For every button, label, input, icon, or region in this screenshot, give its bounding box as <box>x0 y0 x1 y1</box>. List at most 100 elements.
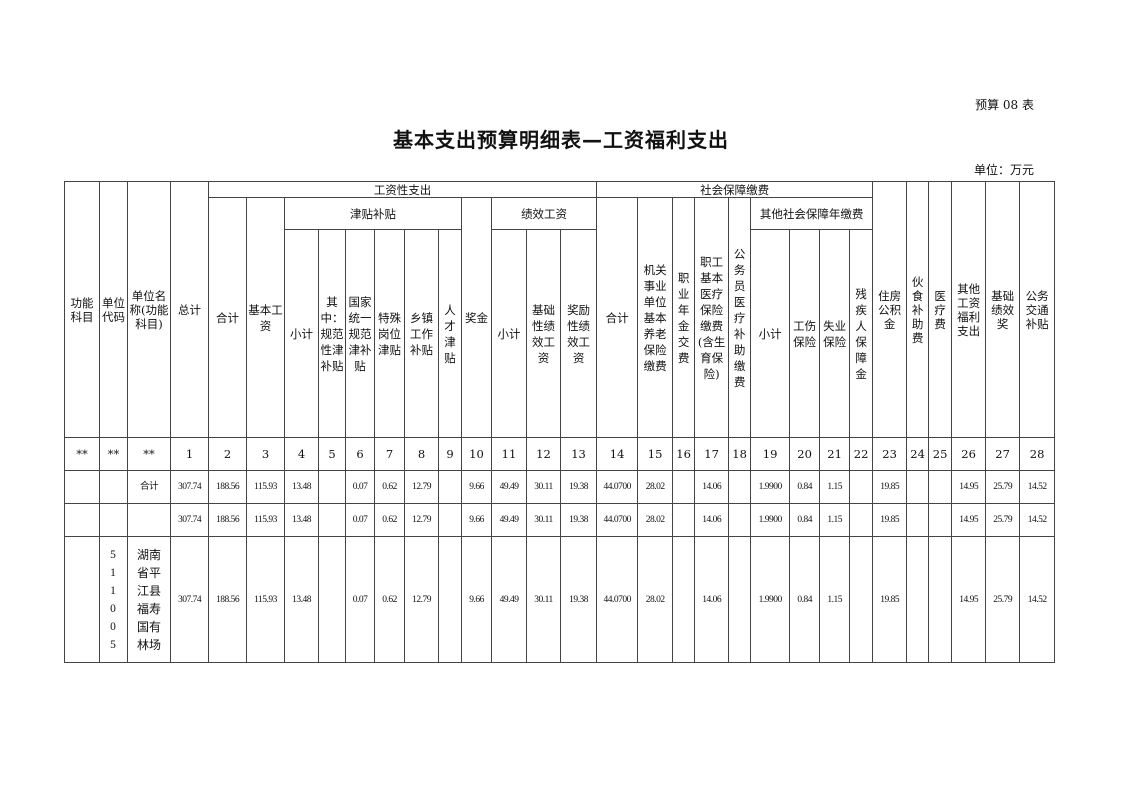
header-unemployment: 失业保险 <box>819 229 851 438</box>
column-number: 25 <box>928 437 953 471</box>
unit-name-cell <box>127 503 171 537</box>
header-wage-group: 工资性支出 <box>207 181 598 198</box>
column-number: 8 <box>404 437 439 471</box>
table-cell: 30.11 <box>526 470 561 504</box>
column-number: 6 <box>345 437 375 471</box>
header-other-welfare: 其他工资福利支出 <box>951 181 987 438</box>
header-meal: 伙食补助费 <box>906 181 930 438</box>
table-cell: 1.15 <box>819 470 851 504</box>
header-total: 总计 <box>170 181 209 438</box>
header-basic-wage: 基本工资 <box>246 197 285 438</box>
table-cell <box>64 470 100 504</box>
table-row: 511005 湖南省平江县福寿国有林场 307.74 188.56 115.93 13.4… <box>64 536 1056 663</box>
table-cell: 49.49 <box>491 470 527 504</box>
table-cell: 9.66 <box>461 503 492 537</box>
table-cell: 12.79 <box>404 470 439 504</box>
header-perf-subtotal: 小计 <box>491 229 527 438</box>
column-number: 27 <box>985 437 1021 471</box>
column-number: 4 <box>284 437 319 471</box>
table-cell: 19.85 <box>872 503 908 537</box>
header-allow-talent: 人才津贴 <box>438 229 462 438</box>
unit-name-cell: 湖南省平江县福寿国有林场 <box>127 536 171 663</box>
header-unit-code: 单位代码 <box>99 181 128 438</box>
unit-code-cell <box>99 470 128 504</box>
table-cell: 49.49 <box>491 536 527 663</box>
header-pension: 机关事业单位基本养老保险缴费 <box>637 197 674 438</box>
column-number: 16 <box>672 437 696 471</box>
header-unit-name: 单位名称(功能科目) <box>127 181 171 438</box>
table-cell <box>728 503 752 537</box>
table-cell <box>728 470 752 504</box>
table-cell: 13.48 <box>284 470 319 504</box>
table-cell: 0.84 <box>789 470 821 504</box>
table-cell: 14.52 <box>1019 536 1056 663</box>
header-allow-special: 特殊岗位津贴 <box>374 229 405 438</box>
table-cell: 0.84 <box>789 503 821 537</box>
table-cell: 19.85 <box>872 470 908 504</box>
header-perf-group: 绩效工资 <box>490 197 598 230</box>
table-cell: 14.52 <box>1019 503 1056 537</box>
column-number: 1 <box>170 437 209 471</box>
table-row: 合计 307.74 188.56 115.93 13.48 0.07 0.62 12.79 9.… <box>64 470 1056 504</box>
table-cell: 307.74 <box>170 470 209 504</box>
column-number: 28 <box>1019 437 1056 471</box>
table-cell: 1.9900 <box>750 536 791 663</box>
column-number: 20 <box>789 437 821 471</box>
table-cell: 115.93 <box>246 503 285 537</box>
column-number: ** <box>64 437 100 471</box>
column-number: 5 <box>318 437 346 471</box>
column-number: 17 <box>694 437 730 471</box>
table-cell: 14.06 <box>694 470 730 504</box>
table-cell: 1.15 <box>819 503 851 537</box>
table-cell: 1.9900 <box>750 470 791 504</box>
header-social-group: 社会保障缴费 <box>596 181 874 198</box>
table-cell <box>728 536 752 663</box>
form-number: 预算 08 表 <box>975 98 1034 112</box>
column-number: 24 <box>906 437 930 471</box>
table-cell <box>928 503 953 537</box>
table-cell: 0.62 <box>374 503 405 537</box>
column-number: 9 <box>438 437 462 471</box>
column-number: 11 <box>491 437 527 471</box>
table-cell: 14.95 <box>951 470 987 504</box>
page-title: 基本支出预算明细表—工资福利支出 <box>393 128 729 152</box>
table-cell <box>672 536 696 663</box>
column-number: 21 <box>819 437 851 471</box>
column-number: ** <box>99 437 128 471</box>
table-cell: 14.06 <box>694 536 730 663</box>
budget-table: 功能科目 单位代码 单位名称(功能科目) 总计 工资性支出 社会保障缴费 住房公… <box>64 181 1056 663</box>
table-cell <box>318 503 346 537</box>
table-cell: 30.11 <box>526 536 561 663</box>
table-cell: 1.15 <box>819 536 851 663</box>
header-allow-subtotal: 小计 <box>284 229 319 438</box>
table-cell <box>928 536 953 663</box>
header-other-social-group: 其他社会保障年缴费 <box>750 197 874 230</box>
column-number: 26 <box>951 437 987 471</box>
table-cell: 19.85 <box>872 536 908 663</box>
table-cell: 0.62 <box>374 536 405 663</box>
header-injury: 工伤保险 <box>789 229 821 438</box>
table-cell: 44.0700 <box>596 536 639 663</box>
column-number: 13 <box>559 437 598 471</box>
header-transport: 公务交通补贴 <box>1019 181 1056 438</box>
unit-code-cell: 511005 <box>99 536 128 663</box>
header-func-subject: 功能科目 <box>64 181 100 438</box>
header-disability: 残疾人保障金 <box>849 229 874 438</box>
table-cell: 30.11 <box>526 503 561 537</box>
column-number: ** <box>127 437 171 471</box>
header-perf-reward: 奖励性绩效工资 <box>559 229 598 438</box>
table-cell: 307.74 <box>170 503 209 537</box>
unit-code-cell <box>99 503 128 537</box>
table-cell: 49.49 <box>491 503 527 537</box>
column-number-row: ** ** ** 1 2 3 4 5 6 7 8 9 10 11 12 13 14 15 16 17 18 19 20 21 2… <box>64 437 1056 471</box>
column-number: 23 <box>872 437 908 471</box>
column-number: 12 <box>526 437 561 471</box>
table-cell: 1.9900 <box>750 503 791 537</box>
table-cell: 9.66 <box>461 536 492 663</box>
table-row: 307.74 188.56 115.93 13.48 0.07 0.62 12.79 9.66… <box>64 503 1056 537</box>
table-cell: 19.38 <box>559 536 598 663</box>
header-bonus: 奖金 <box>461 197 492 438</box>
table-cell <box>672 503 696 537</box>
header-other-subtotal: 小计 <box>750 229 791 438</box>
table-cell: 115.93 <box>246 470 285 504</box>
